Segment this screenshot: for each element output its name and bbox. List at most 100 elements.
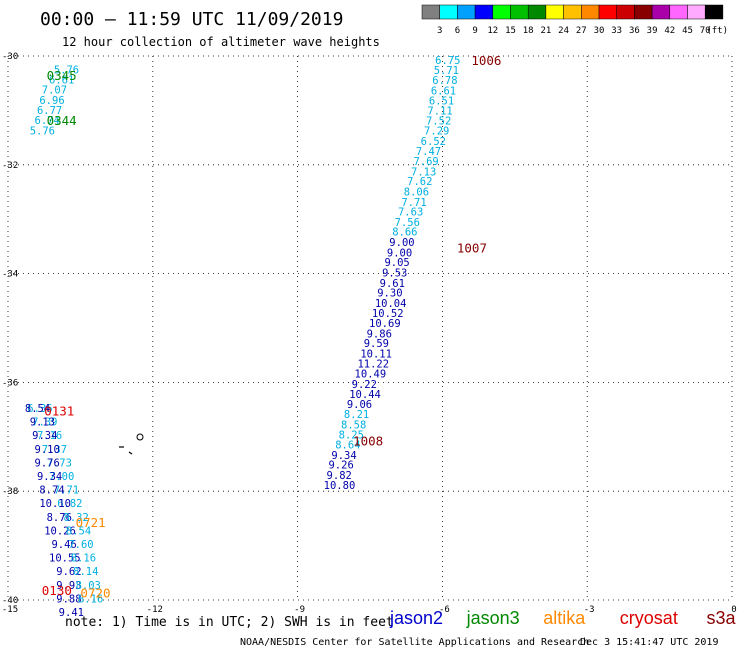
wave-height-label: 9.53	[382, 268, 407, 280]
wave-height-label: 8.66	[392, 227, 417, 239]
y-tick-label: -32	[2, 161, 18, 171]
wave-height-label: 10.55	[49, 553, 81, 565]
wave-height-label: 6.52	[421, 136, 446, 148]
wave-height-label: 7.62	[407, 176, 432, 188]
wave-height-label: 6.51	[429, 96, 454, 108]
wave-height-label: 9.34	[331, 450, 356, 462]
colorbar-label: 12	[487, 26, 498, 36]
wave-height-label: 7.63	[398, 207, 423, 219]
wave-height-label: 9.61	[380, 278, 405, 290]
wave-height-label: 8.21	[344, 409, 369, 421]
wave-height-label: 7.39	[32, 417, 57, 429]
colorbar-swatch	[474, 4, 494, 20]
colorbar-swatch	[669, 4, 688, 20]
legend-entry-jason3: jason3	[466, 608, 520, 628]
x-tick-label: -6	[439, 605, 450, 615]
wave-height-label: 6.78	[432, 75, 457, 87]
colorbar-swatch	[687, 4, 706, 20]
wave-height-label: 8.16	[71, 553, 96, 565]
wave-height-label: 7.60	[68, 539, 93, 551]
colorbar-label: 33	[611, 26, 622, 36]
wave-height-label: 7.71	[401, 197, 426, 209]
island-mark	[128, 451, 133, 455]
y-tick-label: -30	[2, 52, 18, 62]
wave-height-label: 8.25	[339, 430, 364, 442]
wave-height-label: 7.71	[54, 485, 79, 497]
colorbar-label: 70	[700, 26, 711, 36]
wave-height-label: 10.52	[372, 308, 404, 320]
wave-height-label: 9.10	[35, 444, 60, 456]
wave-height-label: 7.73	[47, 457, 72, 469]
wave-height-label: 10.69	[369, 318, 401, 330]
wave-height-label: 9.34	[37, 471, 62, 483]
wave-height-label: 9.26	[328, 460, 353, 472]
x-tick-label: -12	[147, 605, 163, 615]
y-tick-label: -40	[2, 596, 18, 606]
colorbar-swatch	[581, 4, 600, 20]
wave-height-label: 6.61	[49, 74, 74, 86]
wave-height-label: 6.74	[35, 115, 60, 127]
colorbar-label: 27	[576, 26, 587, 36]
colorbar-label: 39	[647, 26, 658, 36]
wave-height-label: 8.54	[66, 525, 91, 537]
y-tick-label: -36	[2, 378, 18, 388]
wave-height-label: 7.69	[413, 156, 438, 168]
colorbar-swatch	[634, 4, 653, 20]
wave-height-label: 9.30	[377, 288, 402, 300]
wave-height-label: 10.26	[44, 525, 76, 537]
x-tick-label: -9	[294, 605, 305, 615]
colorbar-swatch	[598, 4, 617, 20]
wave-height-label: 6.96	[39, 95, 64, 107]
wave-height-label: 9.06	[347, 399, 372, 411]
pass-time-label: 0345	[47, 68, 77, 83]
colorbar-swatch	[492, 4, 511, 20]
wave-height-label: 9.86	[367, 328, 392, 340]
pass-time-label: 0131	[44, 404, 74, 419]
colorbar-label: 6	[455, 26, 460, 36]
wave-height-label: 9.00	[387, 247, 412, 259]
wave-height-label: 9.76	[35, 457, 60, 469]
wave-height-label: 8.64	[335, 439, 360, 451]
wave-height-label: 8.14	[73, 566, 98, 578]
colorbar-label: 3	[437, 26, 442, 36]
wave-height-label: 5.71	[434, 65, 459, 77]
colorbar-swatch	[651, 4, 671, 20]
chart-title: 00:00 — 11:59 UTC 11/09/2019	[40, 9, 343, 30]
colorbar-unit: (ft)	[706, 26, 728, 36]
footer-timestamp: Dec 3 15:41:47 UTC 2019	[580, 637, 718, 648]
wave-height-label: 9.22	[352, 379, 377, 391]
wave-height-label: 8.58	[341, 419, 366, 431]
wave-height-label: 10.04	[375, 298, 407, 310]
wave-height-label: 9.05	[384, 257, 409, 269]
x-tick-label: 0	[731, 605, 736, 615]
wave-height-label: 7.13	[411, 166, 436, 178]
footer-note: note: 1) Time is in UTC; 2) SWH is in fe…	[65, 615, 394, 630]
wave-height-label: 5.76	[30, 126, 55, 138]
wave-height-label: 9.93	[56, 580, 81, 592]
chart-subtitle: 12 hour collection of altimeter wave hei…	[62, 35, 380, 49]
wave-height-label: 9.59	[364, 338, 389, 350]
wave-height-label: 9.46	[51, 539, 76, 551]
pass-time-label: 1008	[353, 434, 383, 449]
colorbar-label: 24	[558, 26, 569, 36]
colorbar-label: 45	[682, 26, 693, 36]
wave-height-label: 6.61	[431, 85, 456, 97]
colorbar-swatch	[563, 4, 582, 20]
pass-time-label: 0720	[80, 585, 110, 600]
wave-height-label: 10.44	[349, 389, 381, 401]
wave-height-label: 10.11	[360, 349, 392, 361]
pass-time-label: 0721	[76, 515, 106, 530]
colorbar-label: 9	[472, 26, 477, 36]
colorbar-label: 42	[664, 26, 675, 36]
wave-height-label: 9.88	[56, 593, 81, 605]
wave-height-label: 8.03	[76, 580, 101, 592]
wave-height-label: 11.22	[357, 358, 389, 370]
wave-height-label: 7.11	[427, 105, 452, 117]
legend-entry-altika: altika	[543, 608, 586, 628]
wave-height-label: 5.76	[54, 65, 79, 77]
pass-time-label: 0130	[42, 583, 72, 598]
satellite-legend: jason2 jason3 altika cryosat s3a	[389, 608, 737, 628]
legend-entry-s3a: s3a	[707, 608, 737, 628]
